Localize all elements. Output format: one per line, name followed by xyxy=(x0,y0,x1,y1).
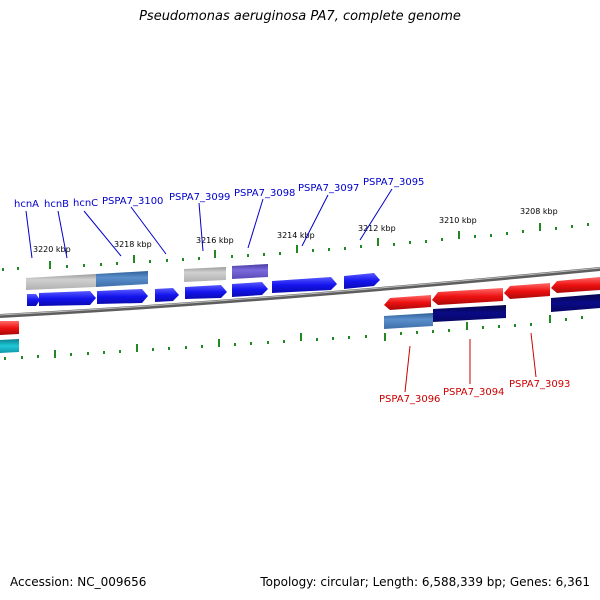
label-PSPA7_3097[interactable]: PSPA7_3097 xyxy=(298,183,359,194)
tick-label-3220: 3220 kbp xyxy=(33,245,71,254)
label-hcnC[interactable]: hcnC xyxy=(73,198,98,209)
genome-backbone-highlight xyxy=(0,267,600,316)
gene-PSPA7_3098[interactable] xyxy=(232,282,268,297)
label-PSPA7_3100[interactable]: PSPA7_3100 xyxy=(102,196,163,207)
reverse-cds-track xyxy=(0,277,600,335)
label-PSPA7_3095[interactable]: PSPA7_3095 xyxy=(363,177,424,188)
gene-hcnC[interactable] xyxy=(97,289,148,304)
feature-steel-1[interactable] xyxy=(96,271,148,287)
gene-PSPA7_3099[interactable] xyxy=(185,285,227,299)
feature-gray-2[interactable] xyxy=(184,267,226,282)
label-hcnB[interactable]: hcnB xyxy=(44,199,69,210)
feature-navy-2[interactable] xyxy=(551,294,600,312)
gene-PSPA7_3095[interactable] xyxy=(344,273,380,289)
upper-feature-track xyxy=(26,264,268,290)
gene-PSPA7_3096[interactable] xyxy=(384,295,431,310)
tick-label-3210: 3210 kbp xyxy=(439,216,477,225)
gene-hcnB[interactable] xyxy=(39,291,96,306)
map-title: Pseudomonas aeruginosa PA7, complete gen… xyxy=(139,9,461,24)
forward-cds-track xyxy=(27,273,380,306)
gene-PSPA7_3093[interactable] xyxy=(504,283,550,299)
genome-backbone xyxy=(0,267,600,318)
feature-navy-1[interactable] xyxy=(433,305,506,322)
lower-feature-track xyxy=(0,294,600,353)
label-PSPA7_3099[interactable]: PSPA7_3099 xyxy=(169,192,230,203)
genome-summary-text: Topology: circular; Length: 6,588,339 bp… xyxy=(260,575,590,589)
label-PSPA7_3093[interactable]: PSPA7_3093 xyxy=(509,379,570,390)
label-PSPA7_3098[interactable]: PSPA7_3098 xyxy=(234,188,295,199)
feature-steel-2[interactable] xyxy=(384,313,433,329)
tick-label-3218: 3218 kbp xyxy=(114,240,152,249)
gene-hcnA[interactable] xyxy=(27,294,40,306)
tick-label-3214: 3214 kbp xyxy=(277,231,315,240)
gene-PSPA7_3097[interactable] xyxy=(272,277,337,293)
feature-purple-1[interactable] xyxy=(232,264,268,279)
feature-cyan-1[interactable] xyxy=(0,339,19,353)
feature-gray-1[interactable] xyxy=(26,274,96,290)
gene-right-edge[interactable] xyxy=(551,277,600,293)
gene-PSPA7_3094[interactable] xyxy=(432,288,503,305)
bottom-leader-lines xyxy=(404,332,537,393)
label-PSPA7_3094[interactable]: PSPA7_3094 xyxy=(443,387,504,398)
tick-label-3216: 3216 kbp xyxy=(196,236,234,245)
label-hcnA[interactable]: hcnA xyxy=(14,199,39,210)
upper-tick-ring xyxy=(2,223,589,271)
lower-tick-ring xyxy=(4,315,583,360)
gene-left-edge-red[interactable] xyxy=(0,321,19,335)
accession-text: Accession: NC_009656 xyxy=(10,575,147,589)
tick-label-3212: 3212 kbp xyxy=(358,224,396,233)
gene-PSPA7_3100[interactable] xyxy=(155,288,179,302)
top-leader-lines xyxy=(25,188,393,259)
tick-label-3208: 3208 kbp xyxy=(520,207,558,216)
label-PSPA7_3096[interactable]: PSPA7_3096 xyxy=(379,394,440,405)
